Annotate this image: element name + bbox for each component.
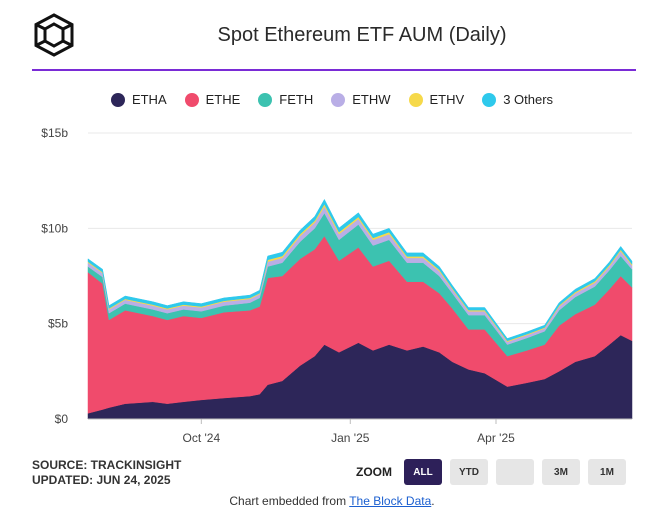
the-block-logo-icon[interactable]: [32, 12, 76, 58]
x-tick-label: Oct '24: [183, 431, 221, 445]
zoom-3m-button[interactable]: 3M: [542, 459, 580, 485]
source-block: SOURCE: TRACKINSIGHT UPDATED: JUN 24, 20…: [32, 458, 181, 488]
updated-text: UPDATED: JUN 24, 2025: [32, 473, 171, 487]
legend-label: ETHW: [352, 92, 391, 107]
legend-item-ethv[interactable]: ETHV: [408, 92, 465, 107]
embed-note: Chart embedded from The Block Data.: [0, 494, 664, 508]
x-tick-label: Apr '25: [477, 431, 515, 445]
zoom-ytd-button[interactable]: YTD: [450, 459, 488, 485]
y-tick-label: $0: [55, 412, 69, 426]
zoom-blank-button[interactable]: [496, 459, 534, 485]
the-block-data-link[interactable]: The Block Data: [349, 494, 432, 508]
legend-item-ethw[interactable]: ETHW: [331, 92, 391, 107]
legend-label: FETH: [279, 92, 314, 107]
zoom-1m-button[interactable]: 1M: [588, 459, 626, 485]
embed-suffix: .: [431, 494, 435, 508]
chart-header: Spot Ethereum ETF AUM (Daily): [0, 0, 664, 72]
area-series-3-others: [87, 198, 633, 342]
legend-label: ETHA: [131, 92, 167, 107]
chart-title: Spot Ethereum ETF AUM (Daily): [217, 24, 507, 46]
legend-swatch: [408, 92, 423, 107]
legend-swatch: [110, 92, 125, 107]
chart-legend: ETHA ETHE FETH ETHW ETHV 3 Others: [0, 92, 664, 107]
legend-swatch: [331, 92, 346, 107]
legend-swatch: [482, 92, 497, 107]
zoom-controls: ZOOM ALL YTD 3M 1M: [356, 459, 634, 485]
y-tick-label: $15b: [41, 126, 68, 140]
zoom-label: ZOOM: [356, 465, 392, 479]
y-tick-label: $5b: [48, 317, 68, 331]
legend-swatch: [258, 92, 273, 107]
legend-swatch: [184, 92, 199, 107]
legend-label: ETHV: [429, 92, 465, 107]
embed-prefix: Chart embedded from: [229, 494, 350, 508]
source-text: SOURCE: TRACKINSIGHT: [32, 458, 182, 472]
title-divider: [32, 69, 636, 71]
legend-label: 3 Others: [503, 92, 554, 107]
legend-item-feth[interactable]: FETH: [258, 92, 313, 107]
zoom-all-button[interactable]: ALL: [404, 459, 442, 485]
legend-item-3-others[interactable]: 3 Others: [482, 92, 553, 107]
legend-item-ethe[interactable]: ETHE: [184, 92, 241, 107]
legend-label: ETHE: [205, 92, 241, 107]
x-tick-label: Jan '25: [331, 431, 370, 445]
legend-item-etha[interactable]: ETHA: [110, 92, 167, 107]
stacked-area-chart: $0 $5b $10b $15b Oct '24 Jan '25 Apr '25: [41, 126, 633, 445]
y-tick-label: $10b: [41, 221, 68, 235]
